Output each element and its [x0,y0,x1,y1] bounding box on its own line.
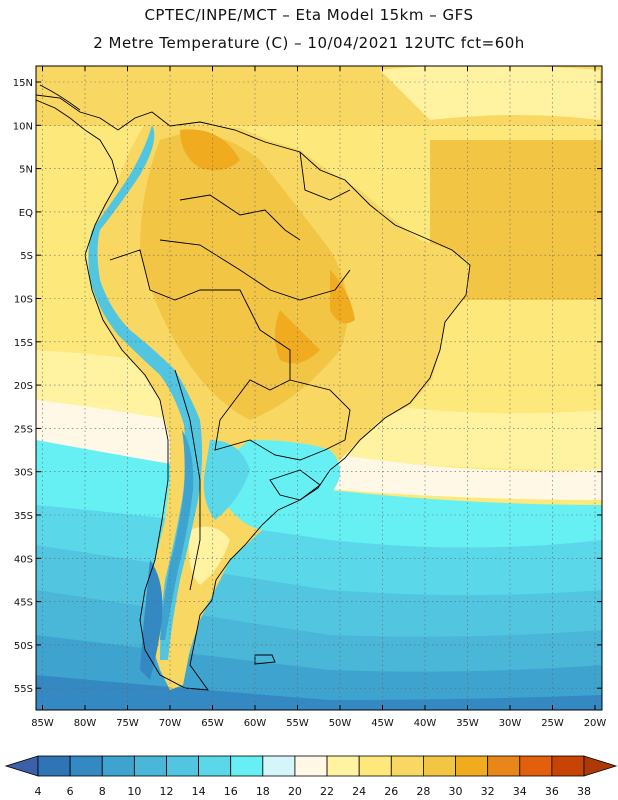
colorbar-max-arrow [583,755,618,777]
colorbar-tick-label: 8 [99,785,106,798]
lat-label: 45S [14,598,33,609]
lat-lon-grid [36,66,602,710]
colorbar-tick-label: 12 [159,785,173,798]
colorbar-tick-label: 20 [288,785,302,798]
colorbar-labels: 4 6 8 10 12 14 16 18 20 22 24 26 28 30 32 34 36 38 [35,785,592,798]
lat-label: 5S [20,251,33,262]
lat-label: 20S [14,381,33,392]
colorbar-swatch [262,755,296,777]
colorbar-swatch [423,755,456,777]
colorbar-swatch [230,755,264,777]
lon-label: 20W [584,718,607,729]
colorbar-tick-label: 26 [384,785,398,798]
colorbar-tick-label: 10 [127,785,141,798]
colorbar-tick-label: 6 [67,785,74,798]
colorbar-tick-label: 24 [352,785,366,798]
colorbar-tick-label: 32 [481,785,495,798]
lon-label: 65W [201,718,224,729]
lon-label: 50W [329,718,352,729]
lon-label: 55W [286,718,309,729]
temperature-colorbar [4,755,618,777]
colorbar-swatch [101,755,135,777]
colorbar-tick-label: 22 [320,785,334,798]
map-title-line1: CPTEC/INPE/MCT – Eta Model 15km – GFS [144,6,474,24]
colorbar-tick-label: 18 [256,785,270,798]
lat-label: EQ [19,208,33,219]
lat-label: 10N [13,121,33,132]
colorbar-tick-label: 14 [192,785,206,798]
longitude-labels: 85W 80W 75W 70W 65W 60W 55W 50W 45W 40W 35W 30W 25W 2… [31,718,606,729]
colorbar-swatch [294,755,328,777]
latitude-labels: 15N 10N 5N EQ 5S 10S 15S 20S 25S 30S 35S 40S 45S 50S 5… [13,78,33,695]
lat-label: 15N [13,78,33,89]
colorbar-swatch [198,755,232,777]
colorbar-tick-label: 34 [513,785,527,798]
lon-label: 45W [371,718,394,729]
lon-label: 70W [159,718,182,729]
lat-label: 50S [14,641,33,652]
map-title-line2: 2 Metre Temperature (C) – 10/04/2021 12U… [93,34,525,52]
lat-label: 30S [14,468,33,479]
colorbar-tick-label: 36 [545,785,559,798]
lon-label: 35W [456,718,479,729]
lat-label: 40S [14,554,33,565]
colorbar-tick-label: 16 [224,785,238,798]
lon-label: 30W [499,718,522,729]
lon-label: 25W [541,718,564,729]
lon-label: 60W [244,718,267,729]
map-frame [35,65,603,711]
colorbar-swatch [133,755,167,777]
colorbar-swatch [69,755,103,777]
lat-label: 25S [14,424,33,435]
colorbar-tick-label: 28 [416,785,430,798]
colorbar-tick-label: 30 [449,785,463,798]
colorbar-swatch [358,755,392,777]
colorbar-tick-label: 4 [35,785,42,798]
colorbar-swatch [390,755,424,777]
temperature-field [36,66,602,710]
colorbar-min-arrow [4,755,39,777]
colorbar-swatch [37,755,71,777]
lon-label: 40W [414,718,437,729]
colorbar-swatch [519,755,553,777]
colorbar-swatch [551,755,585,777]
colorbar-swatch [326,755,360,777]
colorbar-swatch [166,755,199,777]
lat-label: 15S [14,338,33,349]
lon-label: 80W [74,718,97,729]
lon-label: 85W [31,718,54,729]
lat-label: 35S [14,511,33,522]
lat-label: 10S [14,295,33,306]
lat-label: 5N [19,165,33,176]
colorbar-tick-label: 38 [577,785,591,798]
lon-label: 75W [116,718,139,729]
colorbar-swatch [455,755,489,777]
axis-ticks [36,66,602,710]
lat-label: 55S [14,684,33,695]
colorbar-swatch [487,755,521,777]
